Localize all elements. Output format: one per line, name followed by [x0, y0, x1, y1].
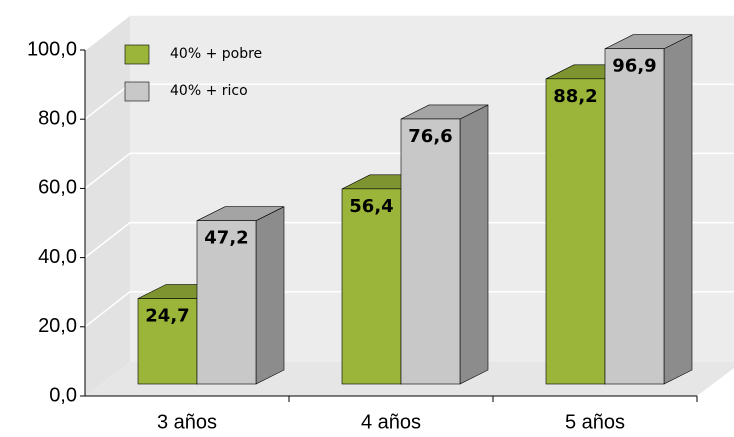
bar-front	[400, 118, 461, 385]
bar-front	[604, 48, 665, 385]
value-label: 96,9	[612, 56, 656, 77]
value-label: 88,2	[553, 86, 597, 107]
grid-line	[84, 14, 734, 51]
legend-swatch	[124, 81, 150, 102]
legend-label: 40% + pobre	[170, 46, 262, 62]
bar-front	[137, 298, 198, 385]
x-tick-label: 3 años	[157, 411, 217, 433]
bar: 96,9	[604, 34, 693, 385]
bar-front	[196, 220, 257, 385]
y-tick-label: 0,0	[49, 384, 77, 406]
y-tick-label: 80,0	[38, 107, 77, 129]
value-label: 56,4	[349, 196, 393, 217]
value-label: 47,2	[204, 228, 248, 249]
bar-side	[255, 206, 285, 385]
bar: 47,2	[196, 206, 285, 385]
x-tick-label: 4 años	[361, 411, 421, 433]
y-tick-label: 40,0	[38, 246, 77, 268]
bar-side	[663, 34, 693, 385]
value-label: 76,6	[408, 126, 452, 147]
legend-label: 40% + rico	[170, 83, 248, 99]
y-tick-label: 100,0	[27, 38, 77, 60]
x-tick-label: 5 años	[565, 411, 625, 433]
bar-front	[545, 78, 606, 385]
y-tick-label: 20,0	[38, 315, 77, 337]
legend-swatch	[124, 44, 150, 65]
grid-line	[84, 291, 734, 328]
bar-side	[459, 104, 489, 385]
side-wall	[85, 15, 130, 396]
bar: 76,6	[400, 104, 489, 385]
y-tick-label: 60,0	[38, 177, 77, 199]
bar-front	[341, 188, 402, 385]
value-label: 24,7	[145, 306, 189, 327]
grid-line	[84, 152, 734, 189]
grid-line	[84, 221, 734, 259]
